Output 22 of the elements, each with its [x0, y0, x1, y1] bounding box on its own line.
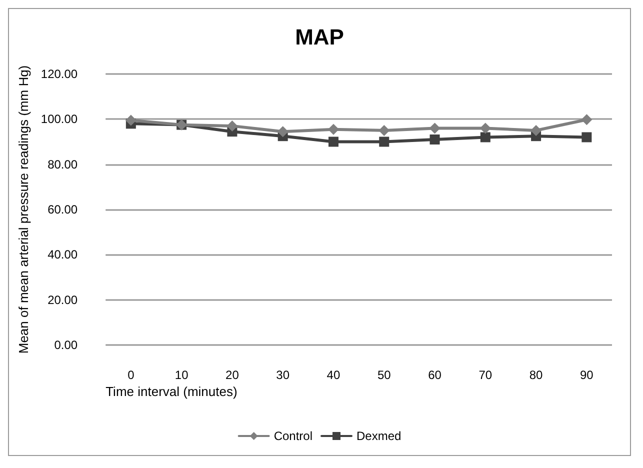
x-tick-label: 70	[478, 368, 492, 382]
x-axis-title: Time interval (minutes)	[106, 384, 238, 399]
y-tick-label: 40.00	[48, 248, 78, 262]
y-tick-label: 60.00	[48, 202, 78, 216]
y-tick-label: 0.00	[54, 338, 78, 352]
y-tick-label: 20.00	[48, 292, 78, 307]
x-tick-label: 0	[128, 368, 135, 382]
chart-title: MAP	[295, 24, 344, 50]
x-tick-label: 80	[529, 368, 544, 382]
y-tick-label: 120.00	[40, 67, 78, 81]
legend-label: Dexmed	[356, 429, 402, 443]
x-tick-label: 10	[174, 368, 189, 382]
x-tick-label: 90	[580, 368, 594, 382]
y-tick-label: 80.00	[48, 157, 78, 172]
y-tick-label: 100.00	[40, 112, 78, 126]
x-tick-label: 50	[377, 368, 392, 382]
x-tick-label: 20	[226, 368, 240, 382]
x-tick-label: 60	[428, 368, 442, 382]
y-axis-title: Mean of mean arterial pressure readings (mm Hg)	[16, 65, 31, 354]
x-tick-label: 40	[326, 368, 340, 382]
legend-label: Control	[274, 429, 313, 443]
x-tick-label: 30	[276, 368, 290, 382]
